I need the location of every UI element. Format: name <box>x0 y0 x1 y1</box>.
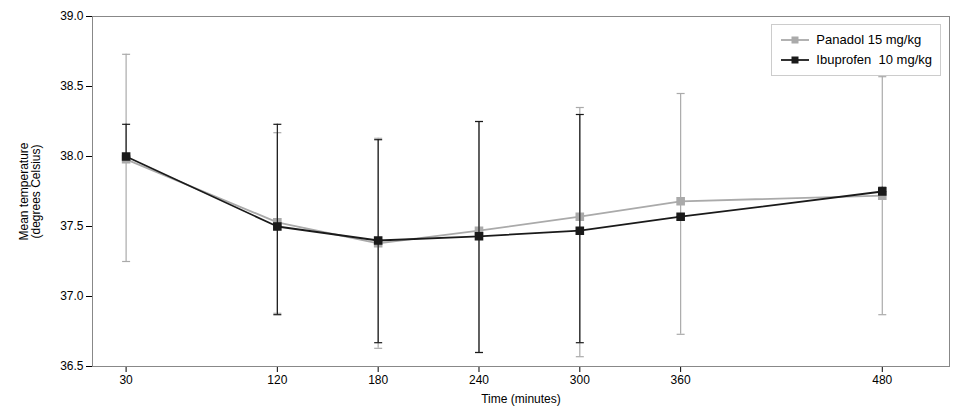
svg-text:180: 180 <box>368 373 388 387</box>
svg-text:38.5: 38.5 <box>60 79 84 93</box>
svg-text:120: 120 <box>267 373 287 387</box>
svg-text:Mean temperature(degrees Celsi: Mean temperature(degrees Celsius) <box>17 142 43 240</box>
svg-text:37.5: 37.5 <box>60 219 84 233</box>
svg-text:37.0: 37.0 <box>60 289 84 303</box>
svg-text:38.0: 38.0 <box>60 149 84 163</box>
html-text:Ibuprofen 10 mg/kg: Ibuprofen 10 mg/kg <box>816 52 932 67</box>
svg-text:30: 30 <box>119 373 133 387</box>
svg-text:Time (minutes): Time (minutes) <box>481 392 561 406</box>
svg-text:300: 300 <box>570 373 590 387</box>
svg-text:480: 480 <box>872 373 892 387</box>
svg-text:240: 240 <box>469 373 489 387</box>
svg-text:360: 360 <box>671 373 691 387</box>
svg-text:36.5: 36.5 <box>60 359 84 373</box>
html-text:Panadol 15 mg/kg: Panadol 15 mg/kg <box>816 32 922 47</box>
svg-text:39.0: 39.0 <box>60 9 84 23</box>
